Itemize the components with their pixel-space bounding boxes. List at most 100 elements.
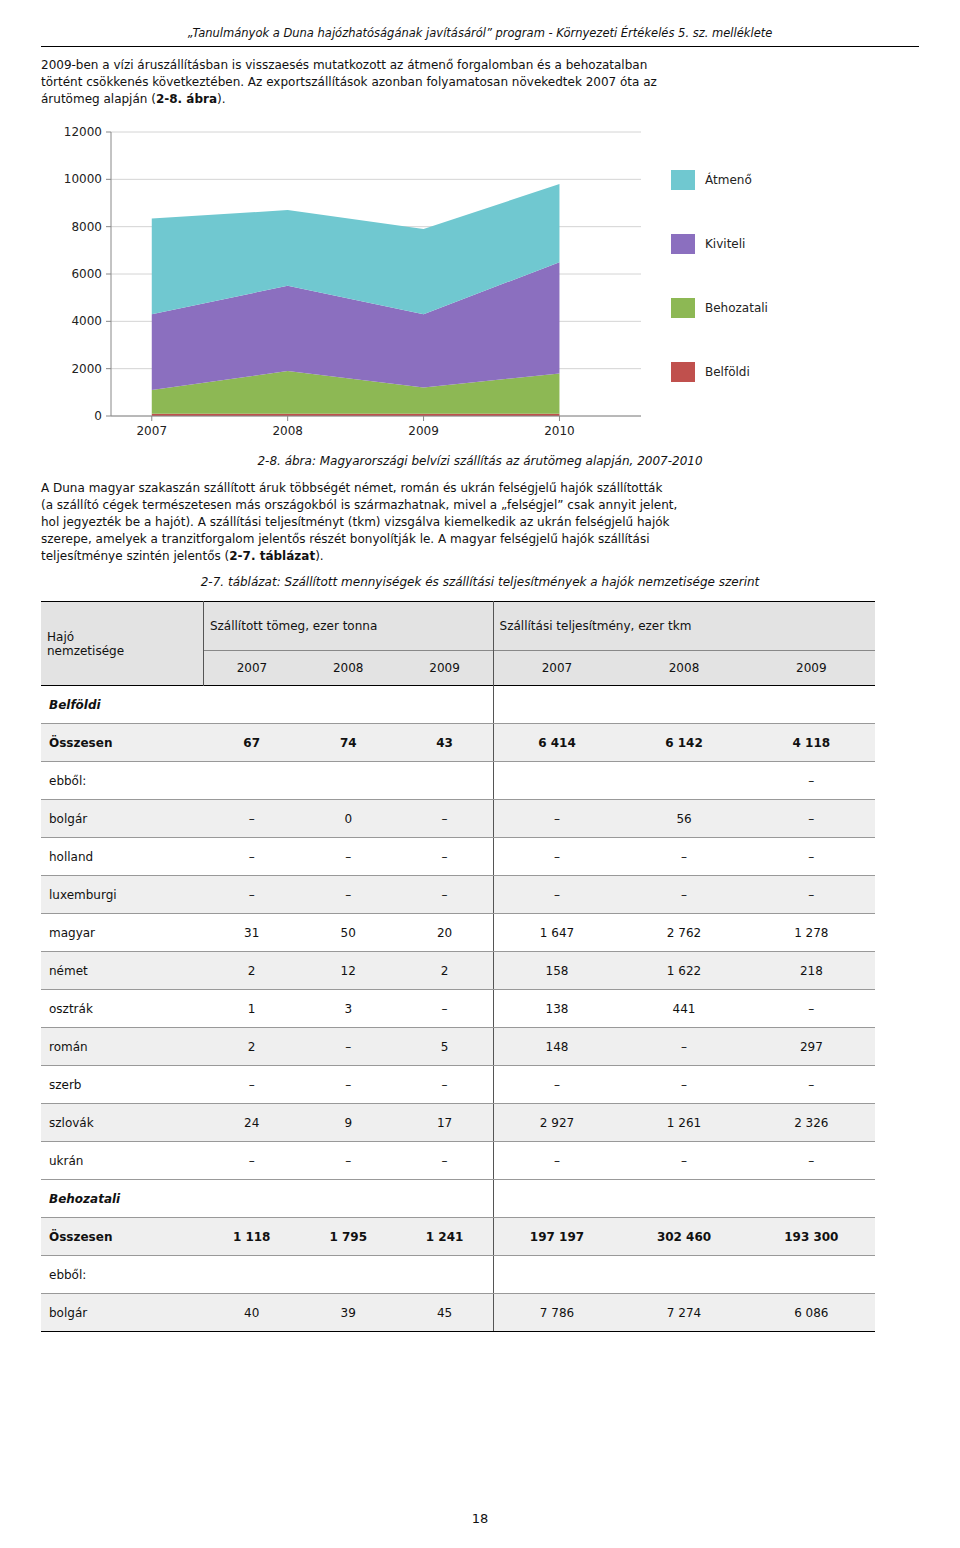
cell: 2 326 <box>748 1104 875 1142</box>
row-label: magyar <box>41 914 203 952</box>
reference: 2-8. ábra <box>156 92 217 106</box>
row-label: bolgár <box>41 800 203 838</box>
y-tick-label: 0 <box>94 409 102 423</box>
cell: 6 414 <box>493 724 620 762</box>
y-tick <box>106 368 111 369</box>
y-tick-label: 10000 <box>64 172 102 186</box>
y-tick-label: 2000 <box>71 362 102 376</box>
legend-swatch <box>671 298 695 318</box>
data-row: ebből: – <box>41 762 875 800</box>
paragraph-line: A Duna magyar szakaszán szállított áruk … <box>41 480 919 497</box>
cell: 1 118 <box>203 1218 300 1256</box>
legend-swatch <box>671 170 695 190</box>
legend-swatch <box>671 362 695 382</box>
cell: 2 927 <box>493 1104 620 1142</box>
section-row: Belföldi <box>41 686 875 724</box>
cell: – <box>748 762 875 800</box>
y-tick-label: 12000 <box>64 125 102 139</box>
x-tick-label: 2010 <box>544 424 575 438</box>
cell: 302 460 <box>620 1218 747 1256</box>
x-tick-label: 2009 <box>408 424 439 438</box>
cell: 6 142 <box>620 724 747 762</box>
cell: – <box>748 876 875 914</box>
cell: 1 622 <box>620 952 747 990</box>
cell: – <box>203 838 300 876</box>
row-label: ukrán <box>41 1142 203 1180</box>
cell <box>203 762 300 800</box>
cell <box>397 1256 494 1294</box>
text-run: 2009-ben a vízi áruszállításban is vissz… <box>41 58 647 72</box>
data-row: luxemburgi–––––– <box>41 876 875 914</box>
y-tick <box>106 179 111 180</box>
cell: – <box>748 990 875 1028</box>
cell: – <box>620 838 747 876</box>
cell <box>620 1256 747 1294</box>
group-header: Szállított tömeg, ezer tonna <box>203 602 493 651</box>
x-tick <box>287 416 288 421</box>
cell: – <box>620 1066 747 1104</box>
text-run: hol jegyezték be a hajót). A szállítási … <box>41 515 670 529</box>
section-label: Belföldi <box>41 686 493 724</box>
row-label: luxemburgi <box>41 876 203 914</box>
page-header: „Tanulmányok a Duna hajózhatóságának jav… <box>41 18 919 47</box>
text-run: ). <box>217 92 226 106</box>
group-header: Szállítási teljesítmény, ezer tkm <box>493 602 875 651</box>
text-run: A Duna magyar szakaszán szállított áruk … <box>41 481 662 495</box>
cell: 5 <box>397 1028 494 1066</box>
cell: – <box>300 1142 397 1180</box>
data-row: szerb–––––– <box>41 1066 875 1104</box>
cell: 74 <box>300 724 397 762</box>
data-row: Összesen6774436 4146 1424 118 <box>41 724 875 762</box>
areas <box>152 184 560 416</box>
row-label: román <box>41 1028 203 1066</box>
cell: 31 <box>203 914 300 952</box>
cell: 1 241 <box>397 1218 494 1256</box>
cell: 1 261 <box>620 1104 747 1142</box>
cell: 2 762 <box>620 914 747 952</box>
header-row: Hajó nemzetiségeSzállított tömeg, ezer t… <box>41 602 875 651</box>
cell <box>748 1256 875 1294</box>
cell: 218 <box>748 952 875 990</box>
cell: 1 795 <box>300 1218 397 1256</box>
row-header: Hajó nemzetisége <box>41 602 203 686</box>
cell: 7 786 <box>493 1294 620 1332</box>
cell <box>620 762 747 800</box>
cell: – <box>397 838 494 876</box>
text-run: történt csökkenés következtében. Az expo… <box>41 75 657 89</box>
cell: – <box>493 800 620 838</box>
cell: 20 <box>397 914 494 952</box>
paragraph-line: szerepe, amelyek a tranzitforgalom jelen… <box>41 531 919 548</box>
year-header: 2009 <box>748 651 875 686</box>
paragraph: 2009-ben a vízi áruszállításban is vissz… <box>41 57 919 108</box>
row-label: ebből: <box>41 762 203 800</box>
table-body: BelföldiÖsszesen6774436 4146 1424 118ebb… <box>41 686 875 1332</box>
data-row: ebből: <box>41 1256 875 1294</box>
cell: 56 <box>620 800 747 838</box>
y-tick-label: 4000 <box>71 314 102 328</box>
paragraph-line: árutömeg alapján (2-8. ábra). <box>41 91 919 108</box>
year-header: 2007 <box>493 651 620 686</box>
data-row: román2–5148–297 <box>41 1028 875 1066</box>
y-tick <box>106 321 111 322</box>
chart-caption: 2-8. ábra: Magyarországi belvízi szállít… <box>41 454 919 468</box>
cell: – <box>493 838 620 876</box>
cell: – <box>493 1142 620 1180</box>
data-row: német21221581 622218 <box>41 952 875 990</box>
cell: – <box>397 990 494 1028</box>
table-head: Hajó nemzetiségeSzállított tömeg, ezer t… <box>41 602 875 686</box>
paragraph-line: történt csökkenés következtében. Az expo… <box>41 74 919 91</box>
section-row: Behozatali <box>41 1180 875 1218</box>
y-axis <box>111 132 112 416</box>
cell: – <box>203 876 300 914</box>
cell: 2 <box>203 1028 300 1066</box>
cell: 158 <box>493 952 620 990</box>
table-caption: 2-7. táblázat: Szállított mennyiségek és… <box>41 575 919 589</box>
text-run: szerepe, amelyek a tranzitforgalom jelen… <box>41 532 650 546</box>
paragraph-line: 2009-ben a vízi áruszállításban is vissz… <box>41 57 919 74</box>
cell: 2 <box>397 952 494 990</box>
cell: 441 <box>620 990 747 1028</box>
cell <box>203 1256 300 1294</box>
y-tick <box>106 274 111 275</box>
section-filler <box>493 1180 875 1218</box>
row-label: német <box>41 952 203 990</box>
